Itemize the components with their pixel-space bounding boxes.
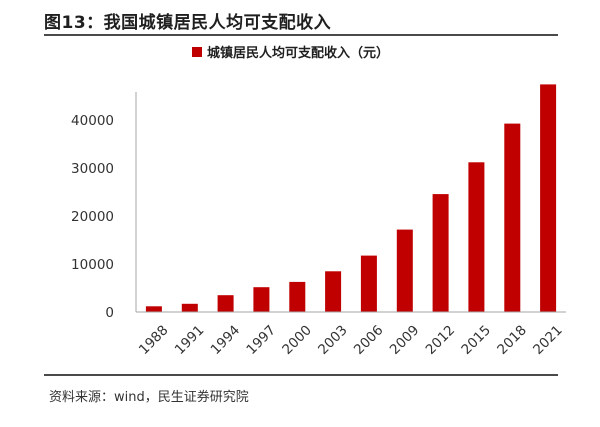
bar-2000 (289, 281, 306, 312)
bar-1994 (217, 295, 234, 312)
y-tick-label: 30000 (71, 161, 114, 177)
bar-2009 (396, 229, 413, 312)
bar-2021 (540, 84, 557, 313)
x-tick-label-2000: 2000 (279, 322, 315, 358)
x-tick-label-2021: 2021 (530, 322, 566, 358)
bar-2006 (360, 255, 377, 312)
x-tick-label-2012: 2012 (423, 322, 459, 358)
x-tick-label-1991: 1991 (172, 322, 208, 358)
y-tick-labels: 0 10000 20000 30000 40000 (71, 113, 114, 321)
y-tick-label: 40000 (71, 113, 114, 129)
chart-legend: 城镇居民人均可支配收入（元） (192, 42, 389, 61)
bar-1997 (253, 287, 270, 312)
y-tick-label: 20000 (71, 209, 114, 225)
x-tick-label-1988: 1988 (136, 322, 172, 358)
legend-swatch (192, 46, 202, 57)
bar-2003 (325, 271, 342, 312)
x-tick-label-2006: 2006 (351, 322, 387, 358)
legend-label: 城镇居民人均可支配收入（元） (207, 46, 390, 61)
x-tick-label-2018: 2018 (494, 322, 530, 358)
x-tick-label-1997: 1997 (243, 322, 279, 358)
x-tick-label-2015: 2015 (458, 322, 494, 358)
y-tick-label: 10000 (71, 257, 114, 273)
bar-1988 (145, 306, 162, 312)
figure-title: 图13：我国城镇居民人均可支配收入 (44, 13, 332, 33)
bar-2015 (468, 162, 485, 312)
bar-1991 (181, 303, 198, 312)
title-rule (44, 34, 558, 36)
x-tick-label-2009: 2009 (387, 322, 423, 358)
bars-group (145, 84, 557, 313)
x-tick-labels: 1988 1991 1994 1997 2000 2003 2006 2009 2012 2015… (136, 322, 566, 358)
source-note: 资料来源：wind，民生证券研究院 (49, 390, 249, 405)
source-rule (44, 374, 558, 376)
bar-2018 (504, 123, 521, 312)
x-tick-label-2003: 2003 (315, 322, 351, 358)
axes-group (135, 92, 566, 313)
x-tick-label-1994: 1994 (208, 322, 244, 358)
bar-2012 (432, 194, 449, 312)
y-tick-label: 0 (105, 305, 114, 321)
